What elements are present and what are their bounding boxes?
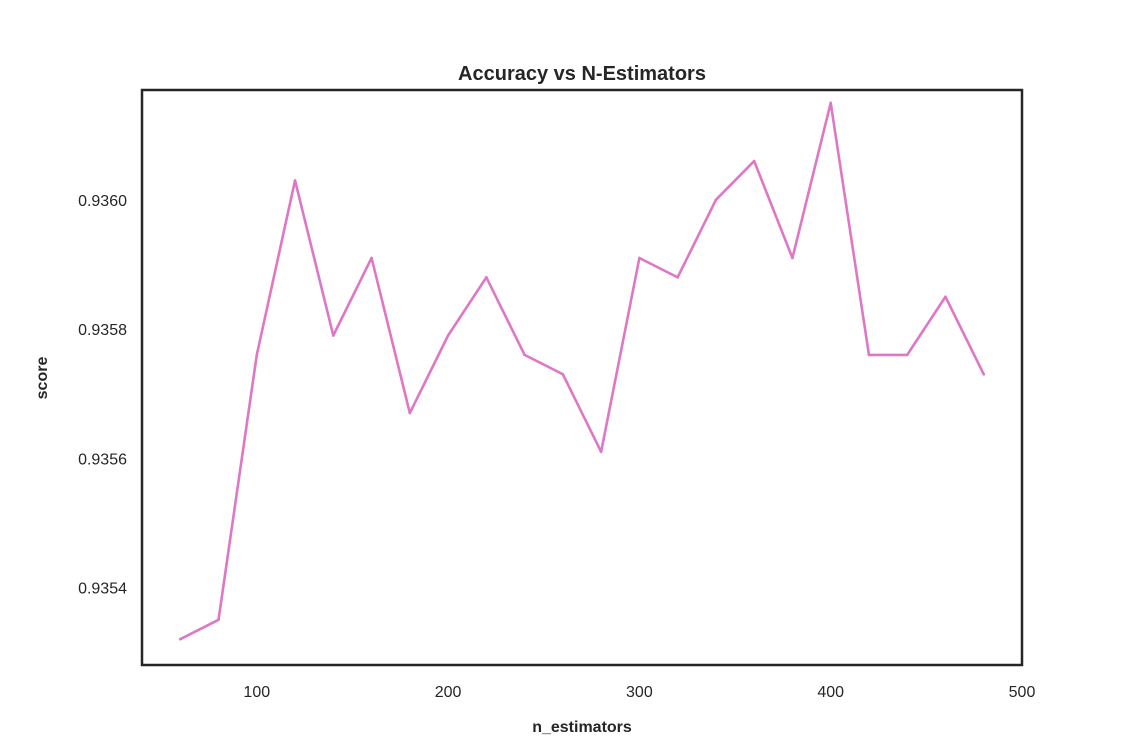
plot-frame [140, 88, 1024, 667]
data-point [332, 334, 335, 337]
data-point [370, 256, 373, 260]
data-point [791, 256, 794, 260]
x-tick-label: 500 [1009, 684, 1036, 701]
data-point [982, 372, 986, 376]
series-line [178, 101, 986, 641]
data-point [293, 179, 297, 182]
x-tick-label: 100 [243, 684, 270, 701]
data-point [905, 353, 909, 357]
data-point [599, 450, 603, 454]
data-point [714, 198, 718, 202]
x-tick-label: 200 [435, 684, 462, 701]
data-point [638, 256, 641, 260]
data-point [944, 295, 947, 299]
data-point [676, 276, 679, 279]
data-point [752, 159, 756, 163]
x-axis-label: n_estimators [532, 719, 632, 736]
data-point [523, 353, 526, 357]
data-point [255, 353, 259, 357]
data-point [217, 618, 220, 622]
data-point [561, 372, 565, 376]
x-tick-label: 300 [626, 684, 653, 701]
y-tick-label: 0.9360 [78, 193, 127, 210]
y-tick-label: 0.9356 [78, 451, 127, 468]
data-point [829, 101, 832, 105]
data-point [867, 353, 871, 357]
data-point [178, 637, 182, 641]
x-tick-label: 400 [817, 684, 844, 701]
y-axis-ticks: 0.9354 0.9356 0.9358 0.9360 [78, 193, 127, 598]
chart-title: Accuracy vs N-Estimators [458, 63, 706, 85]
y-tick-label: 0.9354 [78, 580, 127, 597]
data-point [408, 411, 412, 415]
data-point [446, 334, 450, 337]
series-points [178, 101, 986, 641]
x-axis-ticks: 100 200 300 400 500 [243, 684, 1035, 701]
y-axis-label: score [34, 357, 51, 400]
y-tick-label: 0.9358 [78, 322, 127, 339]
data-point [485, 276, 488, 279]
